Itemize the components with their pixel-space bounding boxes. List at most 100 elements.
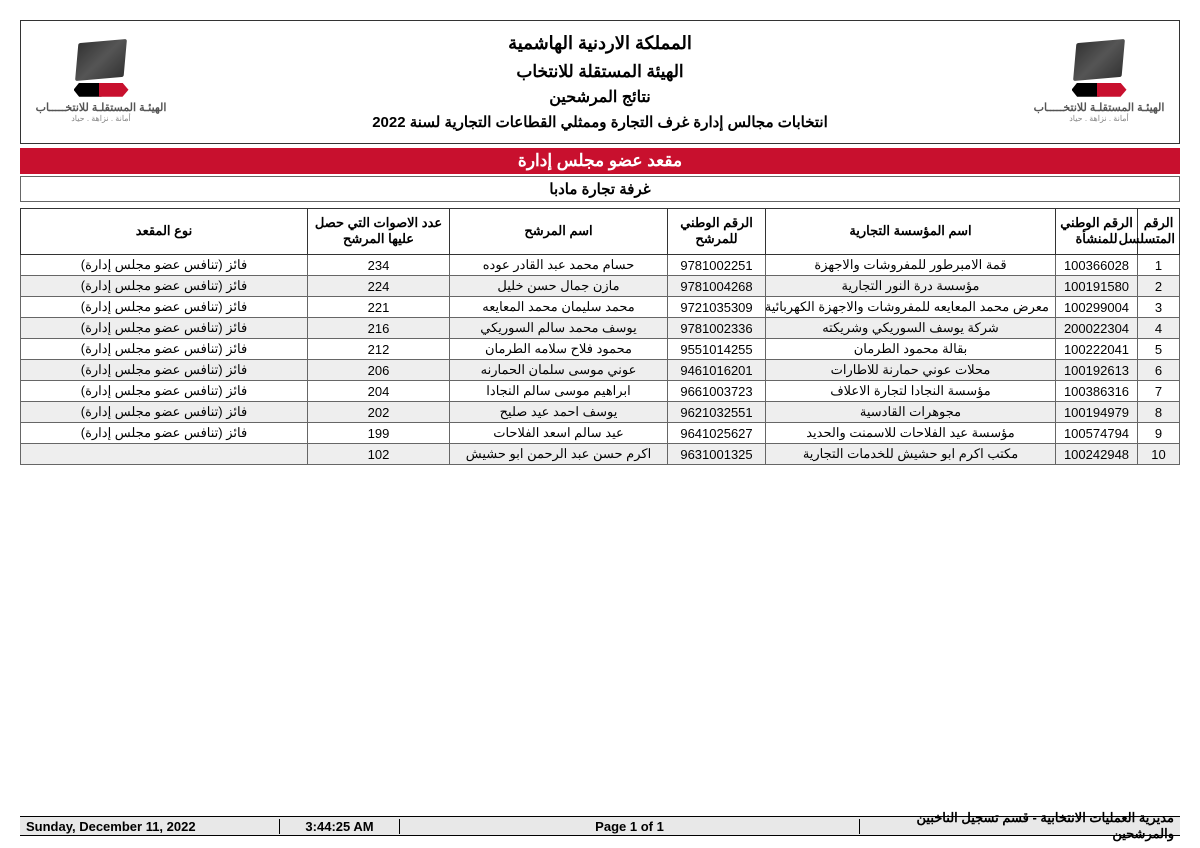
report-title: نتائج المرشحين	[171, 85, 1029, 111]
cell-seq: 10	[1138, 444, 1180, 465]
cell-candidate-name: اكرم حسن عبد الرحمن ابو حشيش	[450, 444, 668, 465]
cell-seat: فائز (تنافس عضو مجلس إدارة)	[21, 255, 308, 276]
cell-votes: 202	[308, 402, 450, 423]
cell-votes: 102	[308, 444, 450, 465]
cell-votes: 199	[308, 423, 450, 444]
cell-seat: فائز (تنافس عضو مجلس إدارة)	[21, 360, 308, 381]
cell-entity-id: 100366028	[1056, 255, 1138, 276]
cell-candidate-name: عيد سالم اسعد الفلاحات	[450, 423, 668, 444]
footer-time: 3:44:25 AM	[280, 819, 400, 834]
page-footer: Sunday, December 11, 2022 3:44:25 AM Pag…	[20, 816, 1180, 836]
col-entity-name: اسم المؤسسة التجارية	[766, 208, 1056, 255]
table-row: 8100194979مجوهرات القادسية9621032551يوسف…	[21, 402, 1180, 423]
logo-title: الهيئـة المستقلـة للانتخـــــاب	[1034, 101, 1165, 114]
chamber-name: غرفة تجارة مادبا	[20, 176, 1180, 202]
cell-entity-id: 200022304	[1056, 318, 1138, 339]
cell-seq: 2	[1138, 276, 1180, 297]
cell-entity-name: محلات عوني حمارنة للاطارات	[766, 360, 1056, 381]
cell-seat: فائز (تنافس عضو مجلس إدارة)	[21, 381, 308, 402]
cell-candidate-name: محمد سليمان محمد المعايعه	[450, 297, 668, 318]
cell-entity-id: 100386316	[1056, 381, 1138, 402]
cell-entity-name: شركة يوسف السوريكي وشريكته	[766, 318, 1056, 339]
cell-entity-id: 100299004	[1056, 297, 1138, 318]
cell-seat: فائز (تنافس عضو مجلس إدارة)	[21, 276, 308, 297]
col-votes: عدد الاصوات التي حصل عليها المرشح	[308, 208, 450, 255]
ballot-box-icon	[1073, 39, 1125, 81]
cell-candidate-id: 9721035309	[668, 297, 766, 318]
cell-votes: 221	[308, 297, 450, 318]
cell-entity-id: 100192613	[1056, 360, 1138, 381]
cell-entity-name: مكتب اكرم ابو حشيش للخدمات التجارية	[766, 444, 1056, 465]
table-row: 1100366028قمة الامبرطور للمفروشات والاجه…	[21, 255, 1180, 276]
results-table: الرقم المتسلسل الرقم الوطني للمنشأة اسم …	[20, 208, 1180, 466]
cell-seq: 6	[1138, 360, 1180, 381]
cell-entity-name: مؤسسة درة النور التجارية	[766, 276, 1056, 297]
cell-entity-id: 100574794	[1056, 423, 1138, 444]
cell-candidate-name: محمود فلاح سلامه الطرمان	[450, 339, 668, 360]
cell-seat: فائز (تنافس عضو مجلس إدارة)	[21, 402, 308, 423]
cell-entity-name: معرض محمد المعايعه للمفروشات والاجهزة ال…	[766, 297, 1056, 318]
ballot-box-icon	[75, 39, 127, 81]
header-titles: المملكة الاردنية الهاشمية الهيئة المستقل…	[171, 29, 1029, 135]
footer-page: Page 1 of 1	[400, 819, 860, 834]
cell-candidate-id: 9641025627	[668, 423, 766, 444]
table-header-row: الرقم المتسلسل الرقم الوطني للمنشأة اسم …	[21, 208, 1180, 255]
table-row: 10100242948مكتب اكرم ابو حشيش للخدمات ال…	[21, 444, 1180, 465]
cell-entity-id: 100194979	[1056, 402, 1138, 423]
col-seat-type: نوع المقعد	[21, 208, 308, 255]
country-title: المملكة الاردنية الهاشمية	[171, 29, 1029, 58]
cell-votes: 224	[308, 276, 450, 297]
cell-seat	[21, 444, 308, 465]
col-seq: الرقم المتسلسل	[1138, 208, 1180, 255]
cell-votes: 234	[308, 255, 450, 276]
cell-entity-name: بقالة محمود الطرمان	[766, 339, 1056, 360]
cell-entity-id: 100191580	[1056, 276, 1138, 297]
cell-candidate-name: يوسف محمد سالم السوريكي	[450, 318, 668, 339]
col-candidate-id: الرقم الوطني للمرشح	[668, 208, 766, 255]
cell-candidate-name: حسام محمد عبد القادر عوده	[450, 255, 668, 276]
logo-left: الهيئـة المستقلـة للانتخـــــاب أمانة . …	[31, 39, 171, 124]
cell-entity-name: مجوهرات القادسية	[766, 402, 1056, 423]
cell-seat: فائز (تنافس عضو مجلس إدارة)	[21, 423, 308, 444]
cell-entity-id: 100242948	[1056, 444, 1138, 465]
flag-ribbon-icon	[74, 83, 129, 99]
cell-votes: 204	[308, 381, 450, 402]
cell-seq: 8	[1138, 402, 1180, 423]
logo-motto: أمانة . نزاهة . حياد	[1069, 114, 1129, 123]
cell-candidate-id: 9781002336	[668, 318, 766, 339]
cell-seat: فائز (تنافس عضو مجلس إدارة)	[21, 339, 308, 360]
flag-ribbon-icon	[1072, 83, 1127, 99]
cell-entity-name: مؤسسة عيد الفلاحات للاسمنت والحديد	[766, 423, 1056, 444]
cell-candidate-name: ابراهيم موسى سالم النجادا	[450, 381, 668, 402]
logo-title: الهيئـة المستقلـة للانتخـــــاب	[36, 101, 167, 114]
cell-seq: 5	[1138, 339, 1180, 360]
cell-votes: 212	[308, 339, 450, 360]
cell-candidate-id: 9461016201	[668, 360, 766, 381]
cell-seat: فائز (تنافس عضو مجلس إدارة)	[21, 297, 308, 318]
cell-candidate-id: 9631001325	[668, 444, 766, 465]
cell-candidate-name: يوسف احمد عيد صليح	[450, 402, 668, 423]
report-header: الهيئـة المستقلـة للانتخـــــاب أمانة . …	[20, 20, 1180, 144]
cell-candidate-id: 9661003723	[668, 381, 766, 402]
table-row: 5100222041بقالة محمود الطرمان9551014255م…	[21, 339, 1180, 360]
footer-date: Sunday, December 11, 2022	[20, 819, 280, 834]
cell-votes: 216	[308, 318, 450, 339]
table-row: 9100574794مؤسسة عيد الفلاحات للاسمنت وال…	[21, 423, 1180, 444]
cell-seat: فائز (تنافس عضو مجلس إدارة)	[21, 318, 308, 339]
cell-seq: 9	[1138, 423, 1180, 444]
cell-candidate-name: عوني موسى سلمان الحمارنه	[450, 360, 668, 381]
cell-entity-name: قمة الامبرطور للمفروشات والاجهزة	[766, 255, 1056, 276]
cell-candidate-id: 9781002251	[668, 255, 766, 276]
cell-candidate-id: 9621032551	[668, 402, 766, 423]
logo-motto: أمانة . نزاهة . حياد	[71, 114, 131, 123]
commission-title: الهيئة المستقلة للانتخاب	[171, 58, 1029, 85]
table-row: 2100191580مؤسسة درة النور التجارية978100…	[21, 276, 1180, 297]
footer-dept: مديرية العمليات الانتخابية - قسم تسجيل ا…	[860, 810, 1180, 842]
cell-candidate-name: مازن جمال حسن خليل	[450, 276, 668, 297]
cell-entity-name: مؤسسة النجادا لتجارة الاعلاف	[766, 381, 1056, 402]
election-title: انتخابات مجالس إدارة غرف التجارة وممثلي …	[171, 111, 1029, 135]
table-row: 3100299004معرض محمد المعايعه للمفروشات و…	[21, 297, 1180, 318]
cell-seq: 4	[1138, 318, 1180, 339]
cell-seq: 3	[1138, 297, 1180, 318]
table-row: 4200022304شركة يوسف السوريكي وشريكته9781…	[21, 318, 1180, 339]
